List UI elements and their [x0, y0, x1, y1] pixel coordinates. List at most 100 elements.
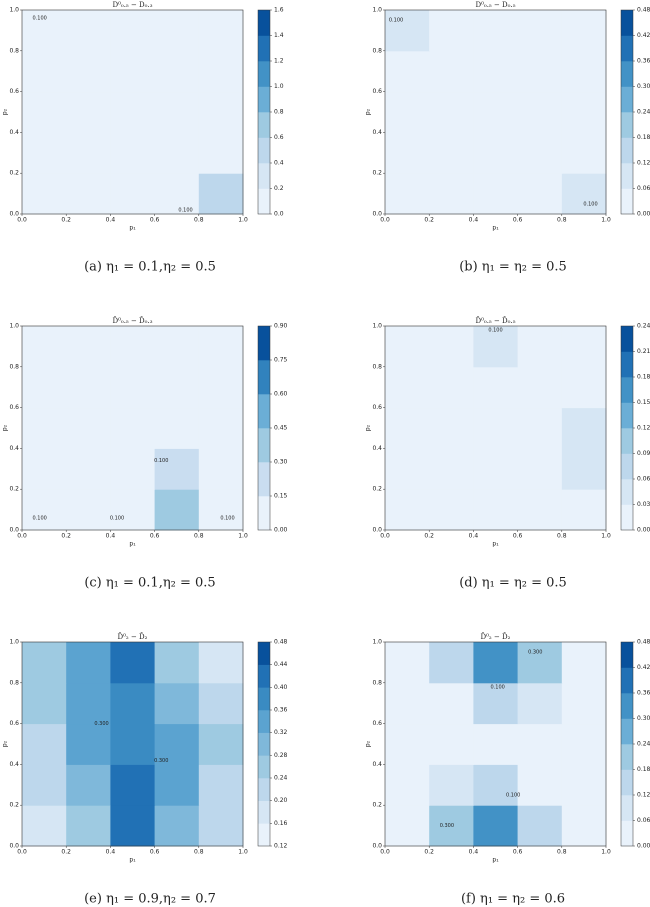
y-tick-label: 0.8	[372, 363, 382, 370]
contour-cell	[385, 173, 430, 215]
contour-cell	[561, 173, 607, 215]
contour-cell	[22, 764, 67, 806]
colorbar-band	[258, 112, 270, 138]
x-axis-label: p₁	[492, 225, 499, 232]
colorbar-band	[258, 664, 270, 688]
contour-cell	[22, 173, 67, 215]
contour-cell	[198, 132, 244, 174]
contour-cell	[429, 489, 474, 531]
contour-cell	[66, 764, 111, 806]
x-tick-label: 0.4	[469, 217, 479, 224]
contour-cell	[517, 407, 563, 449]
colorbar-band	[621, 428, 633, 454]
colorbar-tick-label: 0.24	[637, 109, 650, 116]
y-tick-label: 1.0	[9, 7, 19, 14]
contour-cell	[22, 326, 67, 368]
colorbar-band	[621, 504, 633, 531]
colorbar-band	[621, 479, 633, 505]
contour-cell	[517, 764, 563, 806]
colorbar-band	[621, 112, 633, 138]
colorbar-band	[258, 188, 270, 215]
colorbar-tick-label: 0.18	[637, 766, 650, 773]
contour-cell	[22, 448, 67, 490]
panel: 0.0 0.2 0.4 0.6 0.8 1.0 0.0 0.2 0.4 0.6 0.8 1.0 D̂⁰₂…	[365, 633, 650, 907]
colorbar-tick-label: 0.18	[637, 134, 650, 141]
contour-cell	[517, 448, 563, 490]
contour-cell	[561, 682, 607, 725]
contour-cell	[429, 407, 474, 449]
y-tick-label: 0.4	[9, 761, 19, 768]
colorbar-band	[258, 732, 270, 756]
contour-cell	[473, 642, 519, 684]
contour-cell	[429, 764, 474, 806]
contour-cell	[473, 173, 519, 215]
colorbar-frame	[257, 641, 271, 847]
contour-cell	[385, 50, 430, 93]
x-tick-label: 0.8	[194, 849, 204, 856]
contour-cell	[110, 723, 156, 765]
contour-cell	[66, 50, 111, 93]
contour-cell	[473, 805, 519, 847]
colorbar-band	[621, 188, 633, 215]
chart-title: D̂⁰₀.₅ − D̂₀.₃	[112, 317, 152, 325]
contour-cell	[154, 366, 200, 409]
colorbar-band	[258, 428, 270, 463]
chart-title: D⁰₀.₅ − D₀.₅	[475, 1, 515, 9]
contour-cell	[22, 10, 67, 52]
colorbar-band	[258, 86, 270, 113]
contour-cell	[198, 366, 244, 409]
y-tick-label: 0.4	[9, 129, 19, 136]
chart-title: D̂⁰₂ − D̂₂	[118, 633, 148, 641]
contour-cell	[429, 805, 474, 847]
contour-cell	[110, 50, 156, 93]
colorbar-band	[258, 163, 270, 189]
contour-cell	[385, 489, 430, 531]
x-tick-label: 0.6	[513, 217, 523, 224]
contour-cell	[385, 91, 430, 133]
colorbar-tick-label: 0.6	[274, 134, 284, 141]
colorbar-band	[621, 667, 633, 694]
x-tick-label: 1.0	[601, 533, 611, 540]
y-tick-label: 0.0	[9, 527, 19, 534]
contour-cell	[385, 764, 430, 806]
x-tick-label: 0.8	[194, 217, 204, 224]
contour-cell	[198, 682, 244, 725]
x-axis-label: p₁	[129, 225, 136, 232]
contour-cell	[561, 326, 607, 368]
x-tick-label: 1.0	[601, 217, 611, 224]
x-tick-label: 0.8	[557, 217, 567, 224]
contour-cell	[22, 50, 67, 93]
contour-cell	[110, 682, 156, 725]
colorbar-tick-label: 0.0	[274, 211, 284, 218]
colorbar-tick-label: 0.75	[274, 357, 288, 364]
contour-cell	[154, 173, 200, 215]
x-tick-label: 0.2	[61, 533, 71, 540]
contour-cell	[110, 805, 156, 847]
contour-cell	[154, 682, 200, 725]
x-tick-label: 0.0	[17, 533, 27, 540]
x-tick-label: 0.4	[106, 849, 116, 856]
contour-cell	[22, 91, 67, 133]
colorbar-tick-label: 0.40	[274, 684, 288, 691]
panel: 0.0 0.2 0.4 0.6 0.8 1.0 0.0 0.2 0.4 0.6 0.8 1.0 D⁰₀.…	[365, 1, 650, 275]
colorbar-band	[621, 163, 633, 189]
colorbar-band	[621, 820, 633, 847]
contour-cell	[429, 91, 474, 133]
y-tick-label: 0.0	[9, 211, 19, 218]
contour-cell	[66, 682, 111, 725]
caption: (a) η₁ = 0.1,η₂ = 0.5	[84, 260, 216, 275]
contour-cell	[22, 366, 67, 409]
contour-cell	[154, 326, 200, 368]
contour-cell	[517, 173, 563, 215]
colorbar-tick-label: 0.30	[274, 459, 288, 466]
contour-cell	[473, 326, 519, 368]
contour-cell	[429, 366, 474, 409]
y-tick-label: 0.2	[372, 802, 382, 809]
contour-cell	[561, 10, 607, 52]
y-tick-label: 0.4	[372, 761, 382, 768]
y-tick-label: 0.2	[9, 170, 19, 177]
colorbar-band	[258, 462, 270, 497]
contour-cell	[429, 10, 474, 52]
contour-cell	[198, 50, 244, 93]
y-tick-label: 0.2	[9, 802, 19, 809]
